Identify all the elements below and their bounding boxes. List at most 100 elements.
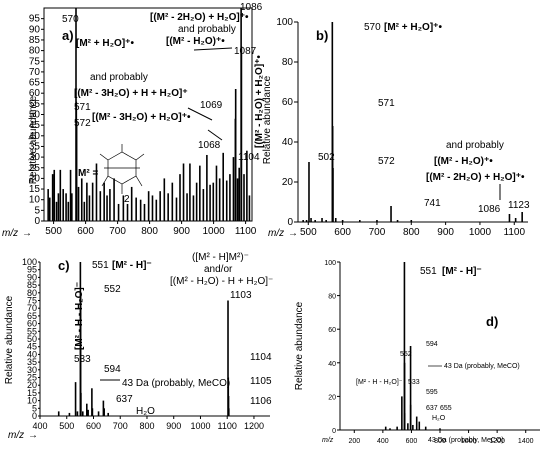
panel-b-label: b)	[316, 28, 328, 43]
panel-c-xlabel-arrow: →	[28, 430, 38, 441]
y-tick-label: 75	[29, 56, 41, 67]
y-tick-label: 40	[29, 131, 41, 142]
panel-c-peak-label: 533	[74, 354, 91, 365]
y-tick-label: 85	[29, 35, 41, 46]
y-tick-label: 65	[29, 78, 41, 89]
y-tick-label: 15	[29, 184, 41, 195]
y-tick-label: 75	[27, 296, 37, 306]
y-tick-label: 20	[328, 394, 336, 401]
panel-b-peak-label: 1086	[478, 204, 501, 215]
y-tick-label: 35	[27, 357, 37, 367]
panel-d-peak-label: 595	[426, 389, 438, 396]
x-tick-label: 900	[166, 421, 181, 431]
y-tick-label: 60	[29, 88, 41, 99]
y-tick-label: 0	[34, 216, 40, 227]
panel-a-peak-label: 571	[74, 102, 91, 113]
panel-d-label: d)	[486, 314, 498, 329]
panel-a-annotation: M² =	[78, 168, 98, 179]
panel-a-arrow	[207, 129, 223, 141]
x-tick-label: 600	[334, 227, 351, 238]
x-tick-label: 1200	[244, 421, 264, 431]
panel-c-peak-label: 637	[116, 394, 133, 405]
panel-a-annotation: and probably	[90, 72, 148, 83]
panel-a-annotation: [(M² - 2H₂O) + H₂O]⁺•	[150, 12, 249, 23]
panel-c-label: c)	[58, 258, 70, 273]
y-tick-label: 55	[29, 99, 41, 110]
x-tick-label: 500	[45, 226, 62, 237]
y-tick-label: 0	[32, 411, 37, 421]
x-tick-label: 700	[369, 227, 386, 238]
panel-b-peak-label: 1123	[508, 200, 530, 211]
y-tick-label: 50	[27, 334, 37, 344]
panel-c-peak-label: 1106	[250, 396, 272, 407]
panel-c-annotation: 43 Da (probably, MeCO)	[122, 378, 230, 389]
x-tick-label: 200	[348, 438, 360, 445]
x-tick-label: 1100	[504, 227, 526, 238]
panel-a-xlabel: m/z	[2, 228, 18, 239]
y-tick-label: 45	[29, 120, 41, 131]
x-tick-label: 1400	[518, 438, 534, 445]
panel-b-marks: 0 20 40 60 80 100 500 600 700 800 900 1000 1100	[276, 17, 525, 238]
panel-c-peak-label: 1103	[230, 290, 252, 301]
x-tick-label: 700	[113, 421, 128, 431]
y-tick-label: 100	[22, 257, 37, 267]
x-tick-label: 400	[32, 421, 47, 431]
panel-c-peak-label: 551	[92, 260, 109, 271]
panel-b-xlabel: m/z	[268, 228, 284, 239]
panel-d: 0 20 40 60 80 100 200 400 600 800 1000 1200 1400 Rel…	[294, 260, 540, 445]
y-tick-label: 70	[27, 303, 37, 313]
panel-d-peak-label: 533	[408, 379, 420, 386]
y-tick-label: 35	[29, 141, 41, 152]
panel-a-peak-label: 1068	[198, 140, 221, 151]
x-tick-label: 500	[59, 421, 74, 431]
panel-c-peak-label: 1105	[250, 376, 272, 387]
panel-c-peak-label: 594	[104, 364, 121, 375]
y-tick-label: 80	[27, 288, 37, 298]
panel-d-annotation: 43 Da (probably, MeCO)	[428, 437, 504, 444]
panel-d-annotation: [M² - H - H₂O]⁻	[356, 379, 403, 386]
panel-a-peak-label: 1104	[238, 152, 260, 163]
x-tick-label: 1000	[202, 226, 225, 237]
x-tick-label: 600	[77, 226, 94, 237]
y-tick-label: 5	[34, 205, 40, 216]
panel-c-annotation: H₂O	[136, 406, 155, 417]
x-tick-label: 1100	[218, 421, 237, 431]
y-tick-label: 100	[276, 17, 293, 28]
y-tick-label: 15	[27, 388, 37, 398]
y-tick-label: 95	[27, 265, 37, 275]
panel-d-peak-label: 655	[440, 405, 452, 412]
x-tick-label: 600	[406, 438, 418, 445]
panel-d-peak-label: 552	[400, 351, 412, 358]
y-tick-label: 45	[27, 342, 37, 352]
panel-b-xlabel-arrow: →	[288, 228, 298, 239]
panel-c-peak-label: 1104	[250, 352, 272, 363]
panel-c-annotation: and/or	[204, 264, 233, 275]
x-tick-label: 1100	[235, 226, 257, 237]
y-tick-label: 95	[29, 14, 41, 25]
y-tick-label: 20	[27, 380, 37, 390]
panel-d-ylabel: Relative abundance	[294, 301, 305, 390]
y-tick-label: 20	[29, 173, 41, 184]
y-tick-label: 80	[328, 294, 336, 301]
panel-a-annotation: 2	[124, 194, 130, 205]
y-tick-label: 30	[27, 365, 37, 375]
y-tick-label: 20	[282, 177, 294, 188]
y-tick-label: 60	[27, 319, 37, 329]
panel-a-annotation: [(M² - 3H₂O) + H + H₂O]⁺	[74, 88, 188, 99]
y-tick-label: 80	[282, 57, 294, 68]
panel-c: 0510152025303540455055606570758085909510…	[4, 252, 273, 441]
panel-b: 0 20 40 60 80 100 500 600 700 800 900 1000 1100 Rela…	[262, 17, 530, 239]
y-tick-label: 10	[27, 396, 37, 406]
y-tick-label: 40	[282, 137, 294, 148]
y-tick-label: 60	[328, 327, 336, 334]
y-tick-label: 90	[27, 272, 37, 282]
y-tick-label: 0	[332, 428, 336, 435]
panel-c-marks: 0510152025303540455055606570758085909510…	[22, 257, 264, 431]
y-tick-label: 55	[27, 326, 37, 336]
panel-c-annotation: ([M² - H]M²)⁻	[192, 252, 249, 263]
y-tick-label: 65	[27, 311, 37, 321]
